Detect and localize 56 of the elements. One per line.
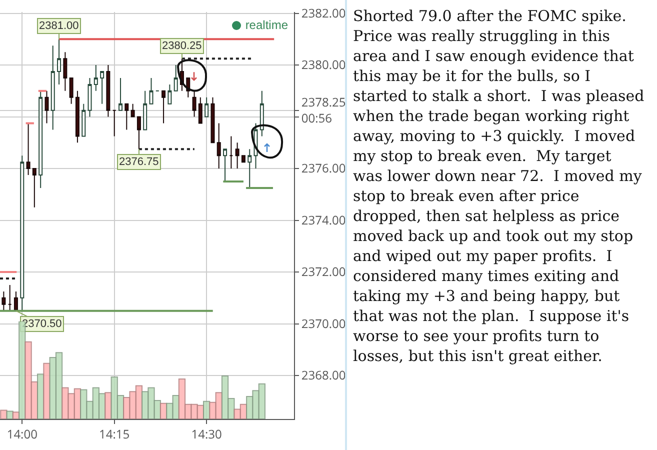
text: Shorted 79.0 after the FOMC spike. Price was really struggling in this area and I saw enough evidence that this may be it for the bulls, so I started to stalk a short. I was pleased when the trade began working right away, moving to +3 quickly. I moved my stop to break even. My target was lower down near 72. I moved my stop to break even after price dropped, then sat helpless as price moved back up and took out my stop and wiped out my paper profits. I considered many times exiting and taking my +3 and being happy, but that was not the plan. I suppose it's worse to see your profits turn to losses, but this isn't great either.: [353, 7, 644, 365]
candlestick: [168, 84, 172, 104]
candlestick: [149, 77, 154, 104]
annotation: realtime: [245, 18, 288, 32]
candlestick: [162, 90, 166, 124]
candlestick: [112, 110, 116, 137]
candlestick: [50, 45, 55, 130]
x-tick-label: 14:00: [6, 425, 38, 442]
y-tick-label: 2374.00: [301, 211, 346, 228]
candlestick: [82, 103, 86, 137]
candlestick: [8, 284, 12, 312]
candlestick: [260, 90, 264, 137]
y-tick-label: 2382.00: [301, 4, 346, 22]
y-tick-label: 2378.25 00:56: [301, 94, 346, 126]
candlestick: [118, 77, 123, 111]
y-tick-label: 2368.00: [301, 366, 346, 384]
candlestick: [14, 290, 18, 312]
candlestick: [75, 90, 80, 144]
candlestick: [44, 90, 49, 124]
bar: [43, 362, 50, 419]
candlestick: [229, 136, 234, 170]
candlestick: [235, 142, 240, 170]
candlestick: [106, 64, 110, 118]
x-tick-label: 14:15: [99, 425, 130, 442]
candlestick: [88, 77, 92, 118]
y-tick-label: 2376.00: [301, 160, 346, 177]
candlestick: [63, 52, 68, 92]
bar: [0, 410, 8, 419]
candlestick: [198, 96, 202, 124]
candlestick: [174, 64, 178, 92]
annotation: 2370.50: [22, 318, 62, 330]
candlestick: [223, 148, 228, 182]
annotation: 2381.00: [39, 20, 79, 32]
candlestick: [192, 90, 196, 118]
y-tick-label: 2370.00: [301, 314, 346, 332]
candlestick: [100, 71, 104, 104]
x-tick-label: 14:30: [191, 425, 222, 442]
y-tick-label: 2372.00: [301, 263, 346, 280]
candlestick: [38, 90, 43, 188]
candlestick: [143, 90, 148, 130]
bar: [104, 392, 112, 419]
y-tick-label: 2380.00: [301, 56, 346, 74]
candlestick: [69, 77, 74, 104]
candlestick: [216, 122, 221, 170]
candlestick: [124, 103, 129, 130]
candlestick: [32, 168, 36, 208]
candlestick: [210, 96, 215, 144]
candlestick: [2, 290, 6, 312]
annotation: 2376.75: [119, 156, 159, 168]
candlestick: [130, 103, 135, 118]
candlestick: [204, 96, 209, 118]
candlestick: [26, 122, 30, 176]
candlestick: [241, 155, 246, 163]
candlestick: [248, 148, 252, 188]
annotation: 2380.25: [162, 40, 202, 52]
candlestick: [94, 64, 98, 92]
